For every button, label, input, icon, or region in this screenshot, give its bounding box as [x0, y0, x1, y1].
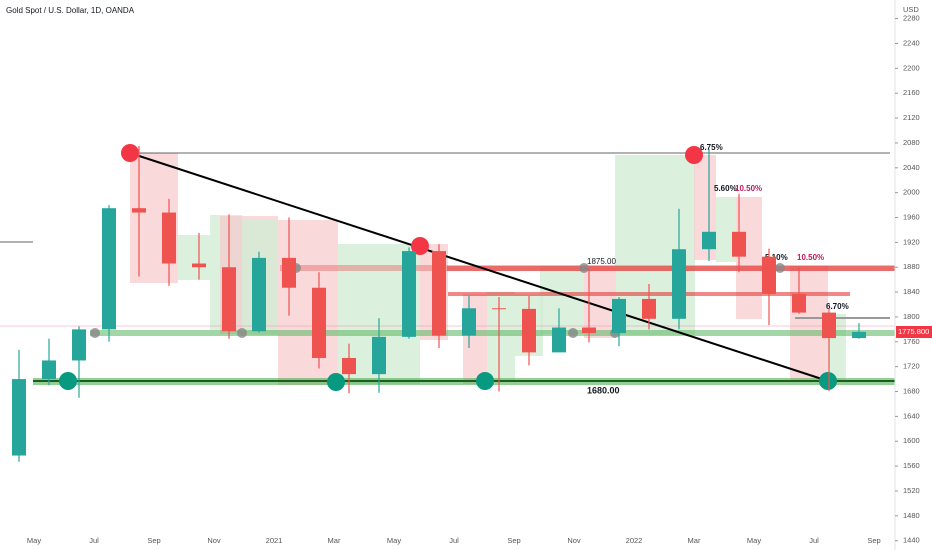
- last-price-label: 1775.800: [898, 327, 929, 336]
- drawings: [0, 0, 896, 550]
- x-tick-label: May: [747, 536, 761, 545]
- candle-body: [162, 212, 176, 264]
- annotations: 1680.00 1875.00 6.75% 5.60% 10.50% 5.10%…: [587, 143, 849, 395]
- candle-body: [792, 293, 806, 313]
- annotation: 10.50%: [797, 253, 824, 262]
- y-tick-label: 2160: [903, 88, 920, 97]
- annotation: 1875.00: [587, 257, 616, 266]
- y-tick-label: 1920: [903, 237, 920, 246]
- candle-body: [702, 231, 716, 250]
- x-tick-label: Nov: [207, 536, 221, 545]
- candle-body: [72, 329, 86, 361]
- candle-body: [822, 312, 836, 339]
- candle-body: [222, 267, 236, 332]
- annotation: 6.75%: [700, 143, 723, 152]
- candle-body: [402, 251, 416, 337]
- x-tick-label: Mar: [328, 536, 341, 545]
- y-tick-label: 1680: [903, 387, 920, 396]
- y-tick-label: 2040: [903, 163, 920, 172]
- candle-body: [372, 336, 386, 375]
- x-tick-label: 2021: [266, 536, 283, 545]
- chart-title: Gold Spot / U.S. Dollar, 1D, OANDA: [6, 6, 135, 15]
- candle-body: [282, 257, 296, 288]
- candle-body: [762, 256, 776, 294]
- y-tick-label: 2080: [903, 138, 920, 147]
- candle-body: [192, 263, 206, 268]
- candle-body: [552, 327, 566, 353]
- y-tick-label: 1840: [903, 287, 920, 296]
- candle-body: [582, 327, 596, 334]
- candle-body: [672, 249, 686, 319]
- candle-body: [12, 379, 26, 456]
- y-tick-label: 2240: [903, 38, 920, 47]
- annotation: 1680.00: [587, 385, 620, 395]
- x-tick-label: Jul: [809, 536, 819, 545]
- x-tick-label: Mar: [688, 536, 701, 545]
- candle-body: [312, 287, 326, 358]
- y-tick-label: 1600: [903, 436, 920, 445]
- candle-body: [492, 308, 506, 310]
- candle-body: [252, 257, 266, 332]
- y-tick-label: 1640: [903, 411, 920, 420]
- y-tick-label: 2000: [903, 188, 920, 197]
- annotation: 5.10%: [765, 253, 788, 262]
- annotation: 10.50%: [735, 184, 762, 193]
- annotation: 6.70%: [826, 302, 849, 311]
- x-tick-label: May: [387, 536, 401, 545]
- y-tick-label: 1880: [903, 262, 920, 271]
- candle-body: [852, 331, 866, 339]
- x-tick-label: May: [27, 536, 41, 545]
- x-tick-label: 2022: [626, 536, 643, 545]
- y-tick-label: 1720: [903, 362, 920, 371]
- x-tick-label: Jul: [449, 536, 459, 545]
- y-tick-label: 2120: [903, 113, 920, 122]
- annotation: 5.60%: [714, 184, 737, 193]
- y-tick-label: 1960: [903, 212, 920, 221]
- y-axis-label: USD: [903, 5, 919, 14]
- last-price-tag: [896, 325, 932, 338]
- y-tick-label: 2280: [903, 14, 920, 23]
- candle-body: [342, 357, 356, 375]
- x-tick-label: Jul: [89, 536, 99, 545]
- candle-body: [432, 251, 446, 336]
- y-tick-label: 1480: [903, 511, 920, 520]
- y-tick-label: 1560: [903, 461, 920, 470]
- x-tick-label: Sep: [867, 536, 880, 545]
- x-tick-label: Nov: [567, 536, 581, 545]
- y-tick-label: 1800: [903, 312, 920, 321]
- y-tick-label: 1520: [903, 486, 920, 495]
- candle-body: [642, 298, 656, 319]
- candle-body: [132, 208, 146, 213]
- x-tick-label: Sep: [507, 536, 520, 545]
- candle-body: [612, 298, 626, 334]
- x-tick-label: Sep: [147, 536, 160, 545]
- candle-body: [42, 360, 56, 380]
- candle-body: [732, 231, 746, 257]
- candle-body: [102, 208, 116, 330]
- candle-body: [462, 308, 476, 336]
- y-tick-label: 2200: [903, 63, 920, 72]
- y-tick-label: 1760: [903, 337, 920, 346]
- y-tick-label: 1440: [903, 536, 920, 545]
- candle-body: [522, 308, 536, 353]
